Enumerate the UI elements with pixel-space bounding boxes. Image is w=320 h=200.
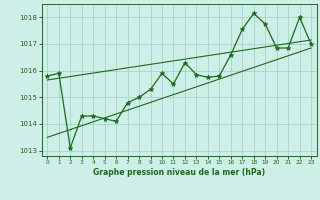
X-axis label: Graphe pression niveau de la mer (hPa): Graphe pression niveau de la mer (hPa) — [93, 168, 265, 177]
